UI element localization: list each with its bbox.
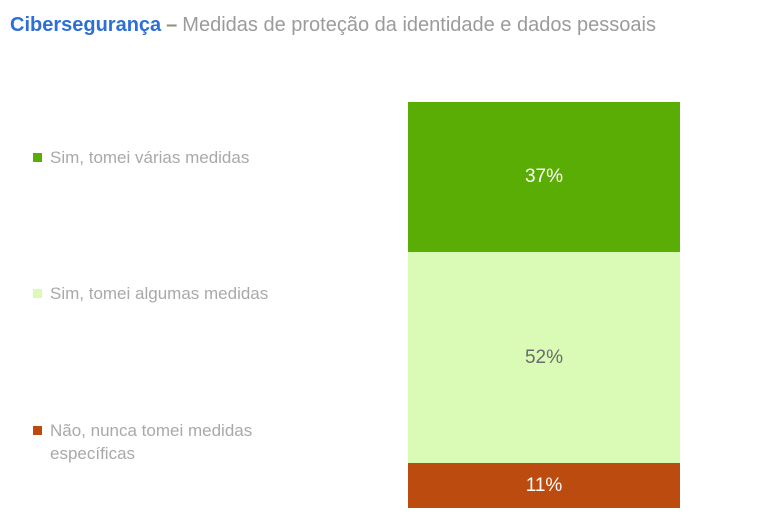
page-title: Cibersegurança – Medidas de proteção da id… <box>10 14 656 37</box>
legend-item-algumas-medidas: Sim, tomei algumas medidas <box>33 282 295 305</box>
bar-segment-nunca-medidas: 11% <box>408 463 680 508</box>
legend-marker-nunca-icon <box>33 426 42 435</box>
page-title-subtitle: Medidas de proteção da identidade e dado… <box>182 14 656 36</box>
legend-label-varias: Sim, tomei várias medidas <box>50 148 250 167</box>
legend-label-algumas: Sim, tomei algumas medidas <box>50 284 269 303</box>
bar-segment-varias-medidas: 37% <box>408 102 680 253</box>
bar-value-label-nunca: 11% <box>525 474 563 496</box>
bar-value-label-varias: 37% <box>524 166 564 188</box>
legend-label-nunca: Não, nunca tomei medidas específicas <box>50 421 253 463</box>
page-title-separator: – <box>166 14 178 36</box>
bar-segment-algumas-medidas: 52% <box>408 252 680 464</box>
page-title-topic: Cibersegurança <box>10 14 162 36</box>
bar-value-label-algumas: 52% <box>524 346 564 368</box>
legend-item-varias-medidas: Sim, tomei várias medidas <box>33 146 295 169</box>
legend-marker-varias-icon <box>33 153 42 162</box>
legend-marker-algumas-icon <box>33 289 42 298</box>
stacked-bar: 37% 52% 11% <box>408 102 680 508</box>
legend-item-nunca-medidas: Não, nunca tomei medidas específicas <box>33 419 295 465</box>
